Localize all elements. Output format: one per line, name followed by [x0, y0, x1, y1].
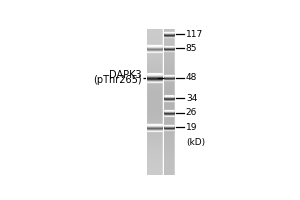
Text: 19: 19 [186, 123, 197, 132]
Text: 26: 26 [186, 108, 197, 117]
Text: 48: 48 [186, 73, 197, 82]
Text: (kD): (kD) [186, 138, 205, 147]
Text: (pThr265): (pThr265) [94, 75, 142, 85]
Bar [164, 29, 173, 175]
Text: DAPK3: DAPK3 [110, 70, 142, 80]
Text: 34: 34 [186, 94, 197, 103]
Bar [147, 29, 162, 175]
Text: 85: 85 [186, 44, 197, 53]
Text: 117: 117 [186, 30, 203, 39]
